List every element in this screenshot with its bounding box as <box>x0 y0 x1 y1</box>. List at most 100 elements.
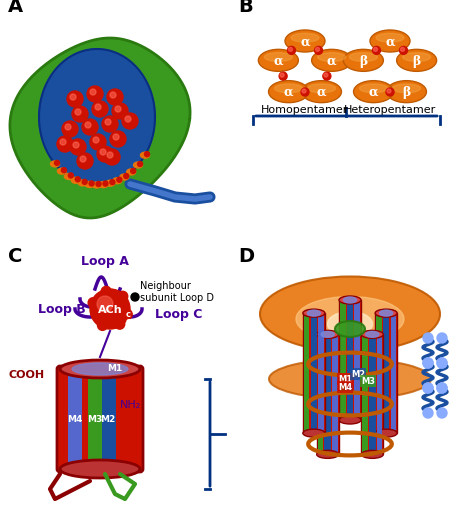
Ellipse shape <box>316 331 338 338</box>
Circle shape <box>60 140 66 146</box>
Ellipse shape <box>290 34 318 43</box>
Ellipse shape <box>379 310 392 317</box>
Circle shape <box>131 293 139 301</box>
Ellipse shape <box>259 277 439 352</box>
Text: α: α <box>273 55 283 68</box>
Ellipse shape <box>320 332 334 337</box>
Circle shape <box>95 105 101 111</box>
Circle shape <box>314 47 322 55</box>
Text: A: A <box>8 0 23 16</box>
Ellipse shape <box>268 359 430 399</box>
Circle shape <box>385 89 393 97</box>
Ellipse shape <box>140 153 149 159</box>
Circle shape <box>107 153 113 159</box>
Bar <box>376 335 381 455</box>
Circle shape <box>72 107 88 123</box>
Circle shape <box>115 320 125 329</box>
Ellipse shape <box>302 429 324 437</box>
Text: α: α <box>283 86 293 99</box>
Ellipse shape <box>302 309 324 318</box>
Circle shape <box>55 161 59 166</box>
Text: β: β <box>401 86 410 99</box>
Bar <box>382 314 389 433</box>
Bar <box>338 300 360 420</box>
Ellipse shape <box>359 85 387 94</box>
Circle shape <box>70 140 86 156</box>
Bar <box>375 314 381 433</box>
Circle shape <box>386 90 390 94</box>
Ellipse shape <box>112 178 121 184</box>
Ellipse shape <box>274 85 302 94</box>
Bar <box>354 300 359 420</box>
Ellipse shape <box>349 53 377 62</box>
Circle shape <box>70 95 76 101</box>
Ellipse shape <box>85 182 94 188</box>
Text: Homopentamer: Homopentamer <box>261 105 348 115</box>
Bar <box>331 335 337 455</box>
Ellipse shape <box>264 53 292 62</box>
Circle shape <box>103 182 108 187</box>
Ellipse shape <box>284 31 324 53</box>
Ellipse shape <box>338 296 360 304</box>
Circle shape <box>436 358 446 369</box>
Circle shape <box>422 358 432 369</box>
Circle shape <box>82 180 87 185</box>
Ellipse shape <box>120 175 128 181</box>
Text: B: B <box>238 0 252 16</box>
Ellipse shape <box>311 50 351 72</box>
Circle shape <box>131 169 135 174</box>
Text: M3: M3 <box>360 377 374 386</box>
Circle shape <box>100 150 106 156</box>
Text: α: α <box>384 36 394 48</box>
Circle shape <box>436 383 446 393</box>
Circle shape <box>422 408 432 418</box>
Text: α: α <box>326 55 336 68</box>
Circle shape <box>89 182 94 187</box>
Ellipse shape <box>133 163 142 168</box>
Text: Loop B: Loop B <box>38 303 86 316</box>
Circle shape <box>110 132 126 148</box>
Text: Loop A: Loop A <box>81 254 129 267</box>
Circle shape <box>105 120 111 126</box>
Circle shape <box>93 138 99 144</box>
Text: M4: M4 <box>67 415 82 423</box>
Bar <box>68 369 82 469</box>
Ellipse shape <box>396 50 436 72</box>
Circle shape <box>113 135 119 140</box>
Circle shape <box>115 107 121 113</box>
Text: M3: M3 <box>87 415 102 423</box>
Circle shape <box>144 152 149 157</box>
Circle shape <box>97 296 113 313</box>
Text: C: C <box>8 246 22 266</box>
Text: Loop C: Loop C <box>155 308 202 321</box>
Circle shape <box>62 122 78 138</box>
Ellipse shape <box>99 182 108 188</box>
Ellipse shape <box>301 81 341 103</box>
Text: β: β <box>412 55 420 68</box>
Circle shape <box>73 143 79 149</box>
Text: M1: M1 <box>337 375 351 384</box>
Circle shape <box>117 292 127 302</box>
Circle shape <box>436 333 446 344</box>
Ellipse shape <box>317 53 345 62</box>
Ellipse shape <box>258 50 298 72</box>
Bar <box>324 335 330 455</box>
Circle shape <box>422 383 432 393</box>
Bar <box>368 335 375 455</box>
Circle shape <box>301 90 305 94</box>
Ellipse shape <box>295 297 403 342</box>
Circle shape <box>107 90 123 106</box>
Ellipse shape <box>106 181 115 187</box>
Circle shape <box>110 93 116 99</box>
Circle shape <box>92 102 108 118</box>
Ellipse shape <box>338 416 360 424</box>
Ellipse shape <box>307 85 335 94</box>
Ellipse shape <box>343 50 383 72</box>
Circle shape <box>278 73 287 81</box>
Bar <box>100 369 116 469</box>
Circle shape <box>288 48 292 52</box>
Circle shape <box>85 123 91 129</box>
Ellipse shape <box>72 363 128 375</box>
Text: α: α <box>368 86 378 99</box>
Circle shape <box>104 150 120 165</box>
